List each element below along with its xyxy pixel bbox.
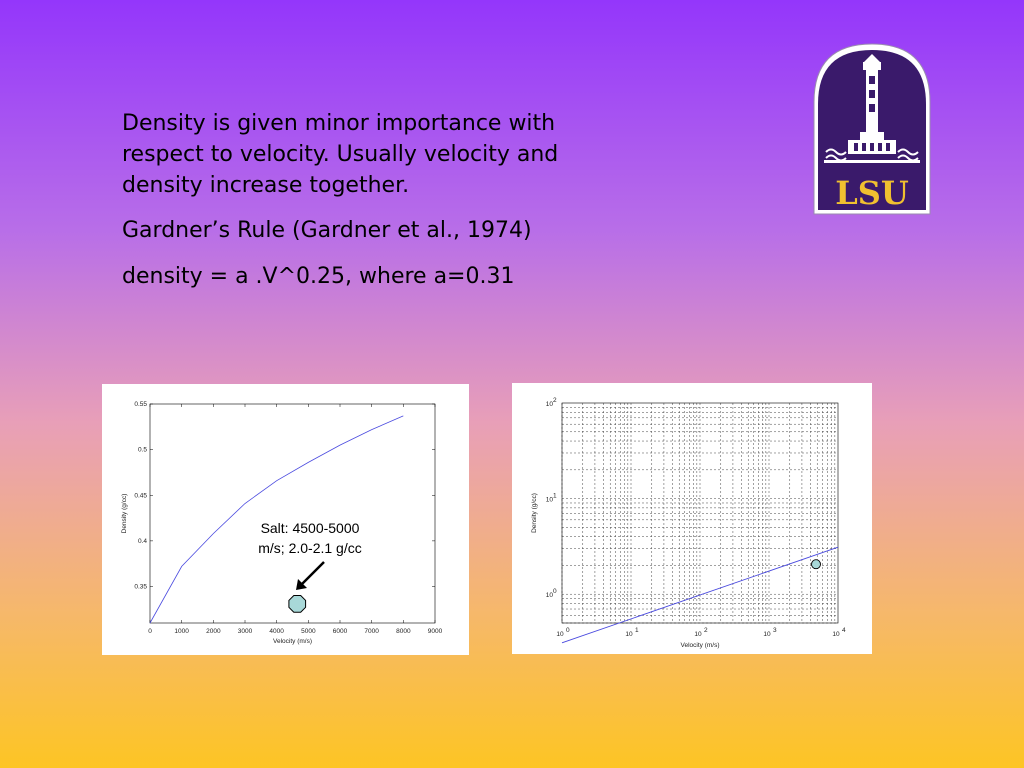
logo-wordmark: LSU [835,174,909,212]
paragraph-intro: Density is given minor importance with r… [122,111,559,198]
x-tick-label: 9000 [428,628,443,635]
linear-chart-panel: 0 1000 2000 3000 4000 5000 6000 7000 8000 9000 0.3… [102,384,469,655]
x-tick-label: 4000 [269,628,284,635]
x-tick-label-exponent: 3 [773,627,777,634]
salt-marker [811,559,821,570]
x-tick-label: 1000 [174,628,189,635]
y-tick-label-base: 10 [546,592,554,599]
y-tick-label-exponent: 2 [553,397,557,404]
annotation-arrow [301,561,325,585]
plot-frame [149,403,436,624]
y-axis-label: Density (g/cc) [531,493,538,533]
x-tick-label-base: 10 [625,631,633,638]
y-tick-label: 0.5 [138,447,147,454]
y-tick-label: 0.4 [138,538,147,545]
y-tick-label: 0.35 [134,584,147,591]
y-tick-label-base: 10 [546,401,554,408]
x-tick-label: 3000 [238,628,253,635]
y-tick-label-base: 10 [546,497,554,504]
paragraph-gardners-rule: Gardner’s Rule (Gardner et al., 1974) [122,218,532,243]
linear-density-chart: 0 1000 2000 3000 4000 5000 6000 7000 8000 9000 0.3… [121,401,443,645]
gardner-curve [149,415,404,624]
salt-marker [288,595,307,613]
x-tick-label-exponent: 4 [842,627,846,634]
slide-text: Density is given minor importance with r… [122,108,622,289]
gardner-line [561,546,839,644]
x-tick-label-exponent: 1 [635,627,639,634]
x-axis-label: Velocity (m/s) [273,638,312,645]
x-tick-label: 7000 [364,628,379,635]
annotation-line2: m/s; 2.0-2.1 g/cc [258,540,361,556]
x-tick-label-base: 10 [763,631,771,638]
x-tick-label-exponent: 0 [566,627,570,634]
x-tick-label-base: 10 [694,631,702,638]
lsu-logo: LSU [812,42,932,216]
x-tick-label: 0 [148,628,152,635]
annotation-line1: Salt: 4500-5000 [261,520,360,536]
y-axis-label: Density (g/cc) [121,494,128,534]
paragraph-equation: density = a .V^0.25, where a=0.31 [122,264,515,289]
x-axis-label: Velocity (m/s) [680,642,719,649]
annotation-arrowhead [296,579,307,590]
plot-frame [561,402,839,624]
y-tick-label: 0.55 [134,401,147,408]
x-tick-label: 8000 [396,628,411,635]
x-tick-label-base: 10 [832,631,840,638]
x-tick-label-base: 10 [556,631,564,638]
y-tick-label: 0.45 [134,492,147,499]
x-tick-label: 2000 [206,628,221,635]
x-tick-label: 5000 [301,628,316,635]
x-tick-label: 6000 [333,628,348,635]
loglog-chart-panel: 10 0 10 1 10 2 10 3 10 4 10 0 10 1 10 2 Velocity (m/s) De… [512,383,872,654]
y-tick-label-exponent: 1 [553,493,557,500]
x-tick-label-exponent: 2 [704,627,708,634]
y-tick-label-exponent: 0 [553,588,557,595]
